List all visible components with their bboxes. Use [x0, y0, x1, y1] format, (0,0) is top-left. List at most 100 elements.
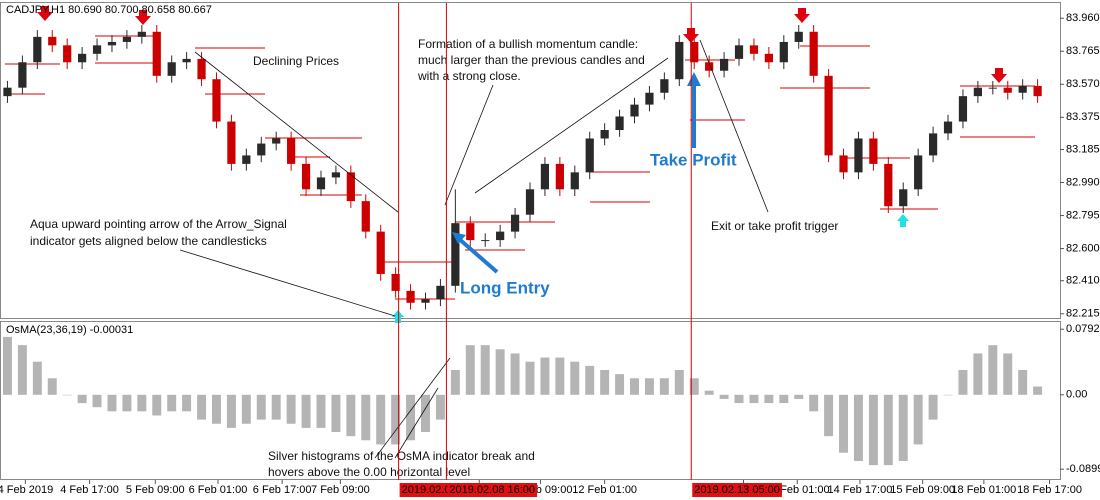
histogram-bar: [630, 378, 639, 395]
candle-body: [107, 41, 117, 46]
candle-body: [839, 155, 848, 173]
histogram-bar: [271, 394, 281, 420]
histogram-bar: [883, 394, 893, 466]
histogram-bar: [749, 394, 759, 404]
histogram-bar: [898, 394, 908, 461]
y-tick-label: -0.08992: [1066, 463, 1100, 475]
candle-body: [690, 41, 699, 63]
histogram-bar: [1018, 369, 1028, 395]
y-tick-label: 83.185: [1066, 143, 1100, 155]
x-tick-label: 18 Feb 17:00: [1017, 484, 1082, 496]
annotation: Long Entry: [460, 278, 550, 297]
histogram-bar: [719, 394, 729, 399]
histogram-bar: [122, 394, 132, 412]
candle-body: [287, 138, 296, 164]
candle-body: [92, 45, 102, 54]
histogram-bar: [92, 394, 102, 408]
x-tick-label: 18 Feb 01:00: [951, 484, 1016, 496]
histogram-bar: [928, 394, 938, 420]
histogram-bar: [734, 394, 744, 404]
candle-body: [914, 155, 923, 190]
histogram-bar: [615, 374, 625, 395]
candle-body: [301, 163, 311, 190]
histogram-bar: [62, 394, 72, 396]
histogram-bar: [17, 345, 27, 395]
x-tick-label: 4 Feb 17:00: [60, 484, 119, 496]
histogram-bar: [659, 378, 669, 395]
candle-body: [316, 177, 326, 190]
histogram-bar: [286, 394, 296, 424]
candle-body: [496, 231, 505, 241]
x-tick-label: 6 Feb 17:00: [253, 484, 312, 496]
histogram-bar: [137, 394, 147, 412]
histogram-bar: [421, 394, 430, 433]
annotation: indicator gets aligned below the candles…: [30, 234, 267, 248]
candle-body: [705, 62, 714, 71]
candle-body: [63, 45, 72, 63]
histogram-bar: [182, 394, 192, 412]
candle-body: [585, 138, 594, 173]
histogram-bar: [779, 394, 789, 404]
candle-body: [481, 240, 490, 242]
histogram-bar: [212, 394, 221, 424]
histogram-bar: [853, 394, 863, 461]
candle-body: [272, 138, 281, 144]
cursor-label-box: [399, 483, 459, 497]
histogram-bar: [2, 336, 12, 395]
candle-body: [167, 62, 176, 76]
histogram-bar: [824, 394, 834, 437]
candle-body: [540, 163, 550, 190]
x-tick-label: 6 Feb 01:00: [189, 484, 248, 496]
candle-body: [884, 163, 893, 207]
candle-body: [1003, 87, 1012, 93]
candle-body: [227, 121, 236, 164]
y-tick-label: 82.990: [1066, 176, 1100, 188]
candle-body: [182, 58, 191, 63]
candle-body: [466, 223, 475, 241]
candle-body: [212, 79, 221, 122]
annotation-pointers: [179, 39, 769, 459]
candle-body: [421, 299, 430, 303]
cursor-label-box: [447, 483, 538, 497]
annotation: Silver histograms of the OsMA indicator …: [268, 449, 535, 463]
histogram-bar: [391, 394, 401, 445]
histogram-bar: [644, 378, 654, 395]
histogram-bar: [346, 394, 356, 437]
y-tick-label: 82.215: [1066, 308, 1100, 320]
histogram-bar: [376, 394, 386, 445]
candle-body: [242, 155, 251, 164]
histogram-bar: [570, 361, 580, 395]
histogram-bar: [525, 361, 535, 395]
candle-body: [660, 79, 669, 93]
histogram-bar: [555, 357, 565, 395]
histogram-bar: [674, 369, 684, 395]
histogram-bar: [361, 394, 371, 441]
candle-body: [391, 273, 400, 291]
candle-body: [928, 133, 938, 156]
candle-body: [899, 189, 908, 207]
candle-body: [764, 53, 773, 63]
candle-body: [779, 41, 788, 63]
histogram-bar: [704, 390, 714, 395]
candle-body: [346, 172, 355, 202]
candle-body: [973, 87, 982, 97]
annotation: Take Profit: [650, 150, 737, 169]
x-tick-label: 15 Feb 09:00: [890, 484, 955, 496]
x-tick-label: 14 Feb 17:00: [828, 484, 893, 496]
histogram-bar: [689, 378, 699, 395]
candle-body: [824, 75, 833, 156]
histogram-bar: [510, 353, 520, 395]
histogram-bar: [197, 394, 207, 420]
price-panel-title: CADJPY,H1 80.690 80.700 80.658 80.667: [6, 4, 212, 16]
histogram-bar: [839, 394, 848, 453]
candle-body: [122, 36, 132, 42]
x-tick-label: 5 Feb 09:00: [126, 484, 185, 496]
histogram-bar: [480, 345, 490, 395]
candle-body: [615, 116, 624, 131]
histogram-bar: [32, 361, 42, 395]
candle-body: [749, 45, 759, 54]
histogram-bar: [868, 394, 878, 466]
annotation: hovers above the 0.00 horizontal level: [268, 465, 470, 479]
x-tick-label: 12 Feb 01:00: [572, 484, 637, 496]
